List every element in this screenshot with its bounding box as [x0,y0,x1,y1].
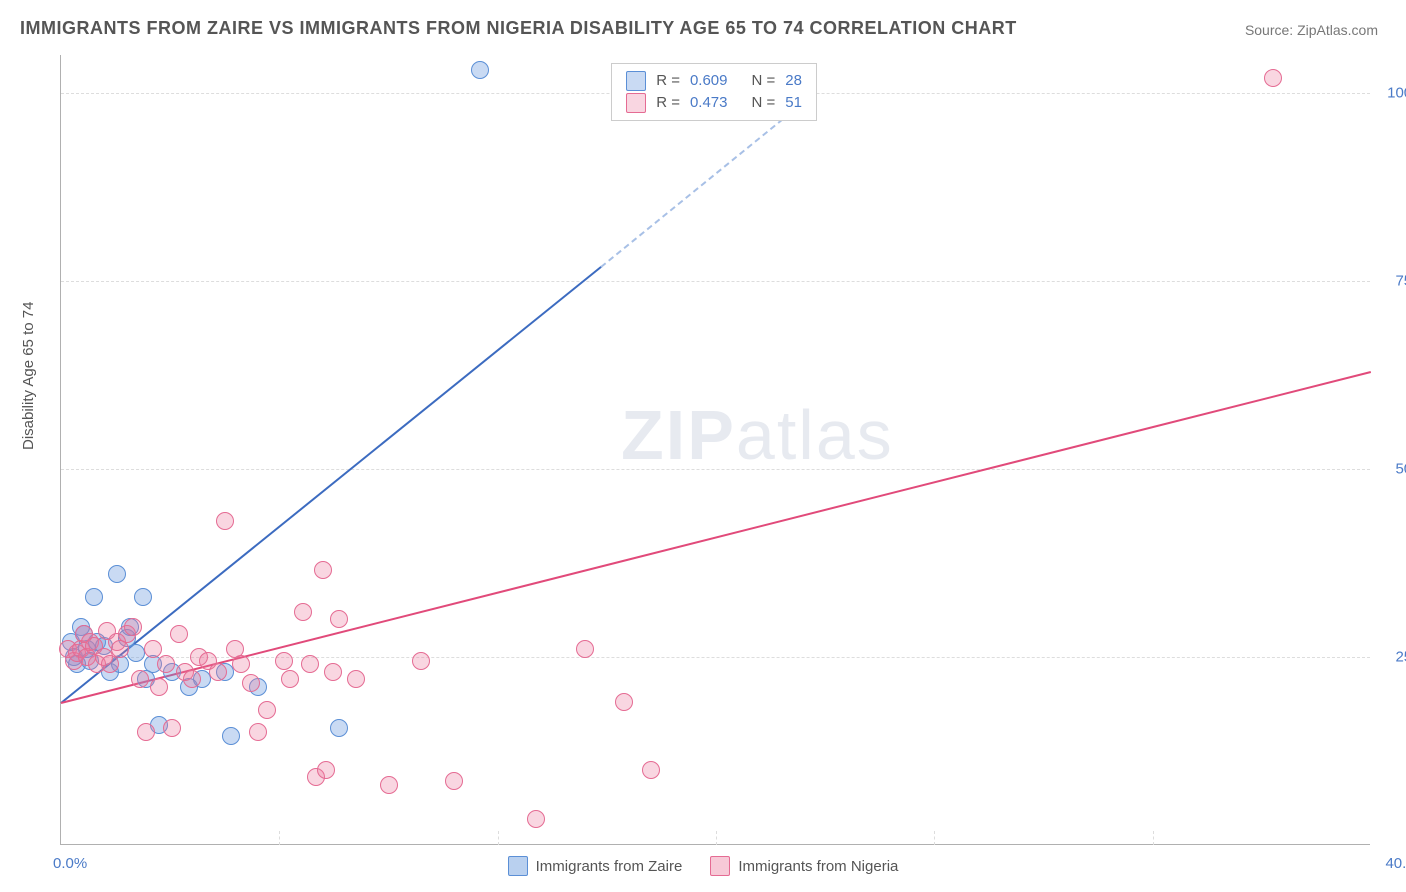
legend-item: Immigrants from Nigeria [710,856,898,876]
data-point [576,640,594,658]
data-point [294,603,312,621]
legend-correlation: R = 0.609 N = 28 R = 0.473 N = 51 [611,63,817,121]
data-point [170,625,188,643]
ytick-label: 25.0% [1395,648,1406,665]
data-point [1264,69,1282,87]
data-point [232,655,250,673]
legend-r-value: 0.609 [690,70,728,92]
plot-area: ZIPatlas 25.0%50.0%75.0%100.0%0.0%40.0%R… [60,55,1370,845]
gridline-v [934,831,935,845]
legend-n-value: 28 [785,70,802,92]
gridline-v [716,831,717,845]
data-point [144,640,162,658]
data-point [134,588,152,606]
watermark-bold: ZIP [621,396,736,474]
legend-r-value: 0.473 [690,92,728,114]
data-point [258,701,276,719]
ytick-label: 50.0% [1395,460,1406,477]
legend-n-value: 51 [785,92,802,114]
gridline-h [61,657,1370,658]
watermark-rest: atlas [736,396,894,474]
chart-title: IMMIGRANTS FROM ZAIRE VS IMMIGRANTS FROM… [20,18,1017,39]
data-point [347,670,365,688]
data-point [127,644,145,662]
data-point [131,670,149,688]
legend-n-label: N = [752,70,776,92]
watermark: ZIPatlas [621,395,894,475]
data-point [124,618,142,636]
data-point [222,727,240,745]
legend-r-label: R = [656,92,680,114]
data-point [330,610,348,628]
data-point [209,663,227,681]
gridline-h [61,469,1370,470]
data-point [249,723,267,741]
data-point [301,655,319,673]
data-point [330,719,348,737]
legend-row: R = 0.609 N = 28 [626,70,802,92]
legend-label: Immigrants from Zaire [536,858,683,875]
data-point [242,674,260,692]
data-point [275,652,293,670]
data-point [445,772,463,790]
data-point [108,565,126,583]
data-point [314,561,332,579]
legend-swatch [626,71,646,91]
trend-line [60,266,602,704]
data-point [150,678,168,696]
ytick-label: 75.0% [1395,272,1406,289]
gridline-v [498,831,499,845]
data-point [157,655,175,673]
gridline-v [279,831,280,845]
gridline-h [61,281,1370,282]
gridline-v [1153,831,1154,845]
data-point [642,761,660,779]
legend-swatch [626,93,646,113]
data-point [137,723,155,741]
data-point [615,693,633,711]
data-point [281,670,299,688]
legend-swatch [508,856,528,876]
data-point [183,670,201,688]
data-point [317,761,335,779]
trend-line [61,371,1371,704]
ytick-label: 100.0% [1387,84,1406,101]
data-point [380,776,398,794]
data-point [412,652,430,670]
legend-row: R = 0.473 N = 51 [626,92,802,114]
legend-n-label: N = [752,92,776,114]
legend-bottom: Immigrants from Zaire Immigrants from Nig… [0,856,1406,880]
data-point [216,512,234,530]
legend-swatch [710,856,730,876]
data-point [163,719,181,737]
data-point [101,655,119,673]
y-axis-label: Disability Age 65 to 74 [20,302,37,450]
legend-item: Immigrants from Zaire [508,856,683,876]
data-point [471,61,489,79]
data-point [324,663,342,681]
data-point [527,810,545,828]
source-label: Source: ZipAtlas.com [1245,22,1378,38]
legend-label: Immigrants from Nigeria [738,858,898,875]
legend-r-label: R = [656,70,680,92]
data-point [85,588,103,606]
